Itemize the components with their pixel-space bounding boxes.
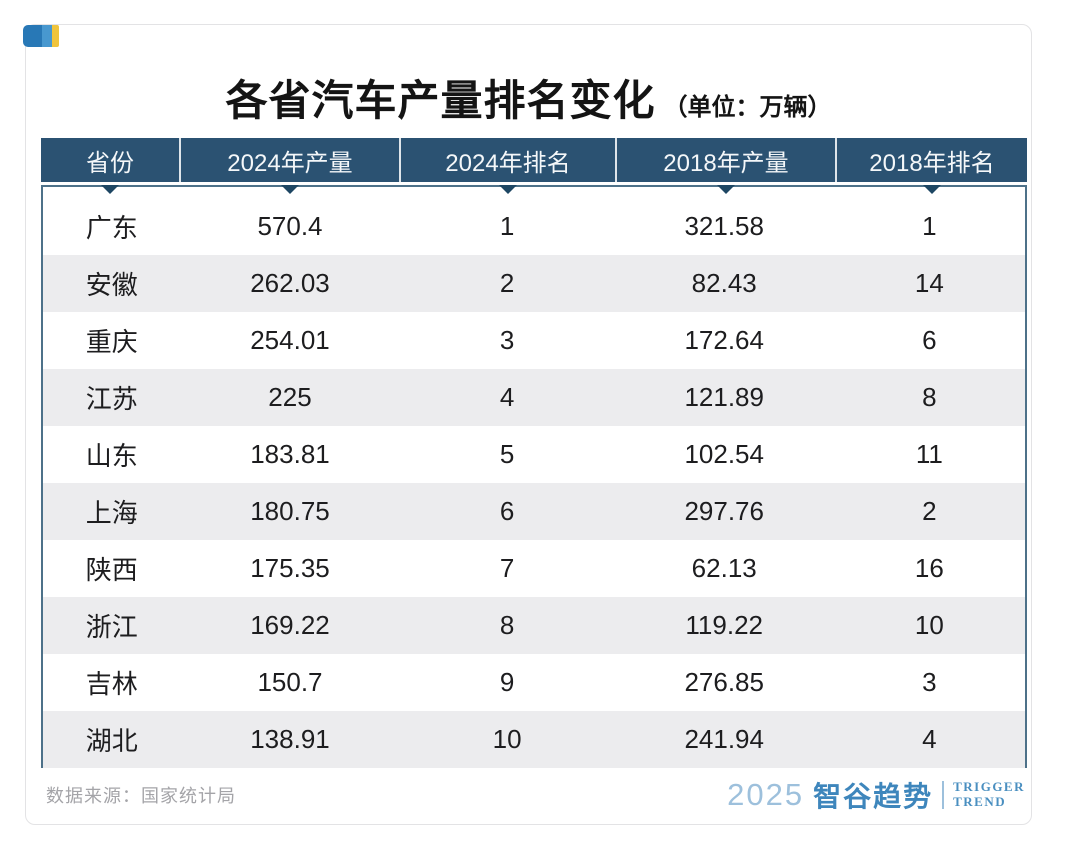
- table-cell: 上海: [85, 498, 138, 528]
- table-cell: 183.81: [250, 439, 330, 469]
- column-header-2: 2024年产量: [179, 138, 399, 182]
- table-cell: 1: [922, 211, 937, 241]
- table-cell: 10: [492, 724, 522, 754]
- table-cell: 6: [499, 496, 515, 526]
- table-header: 省份 2024年产量 2024年排名 2018年产量 2018年排名: [41, 138, 1027, 182]
- table-cell: 2: [499, 268, 515, 298]
- table-cell: 225: [268, 382, 312, 412]
- page-title: 各省汽车产量排名变化 （单位：万辆）: [26, 67, 1031, 128]
- table-cell: 180.75: [250, 496, 330, 526]
- infographic-card: 各省汽车产量排名变化 （单位：万辆） 省份 2024年产量 2024年排名 2018年…: [23, 24, 1032, 825]
- table-cell: 陕西: [85, 555, 138, 585]
- table-cell: 7: [499, 553, 515, 583]
- table-cell: 119.22: [685, 610, 763, 640]
- table-cell: 10: [914, 610, 944, 640]
- table-cell: 321.58: [684, 211, 764, 241]
- table-cell: 浙江: [85, 612, 138, 642]
- table-cell: 山东: [85, 441, 138, 471]
- table-cell: 8: [499, 610, 515, 640]
- table-cell: 82.43: [691, 268, 757, 298]
- table-cell: 1: [499, 211, 515, 241]
- column-header-5: 2018年排名: [835, 138, 1027, 182]
- column-header-1: 省份: [41, 138, 179, 182]
- table-cell: 3: [922, 667, 937, 697]
- table-cell: 4: [922, 724, 937, 754]
- table-cell: 安徽: [85, 270, 138, 300]
- table-cell: 121.89: [684, 382, 764, 412]
- table-cell: 14: [914, 268, 944, 298]
- table-cell: 重庆: [85, 327, 138, 357]
- table-row: 安徽 262.03 2 82.43 14: [43, 255, 1025, 312]
- table-cell: 16: [914, 553, 944, 583]
- table-row: 重庆 254.01 3 172.64 6: [43, 312, 1025, 369]
- table-body: 广东 570.4 1 321.58 1 安徽 262.03 2 82.43 14 重庆 254.01 3…: [41, 185, 1027, 768]
- table-cell: 570.4: [257, 211, 323, 241]
- logo-en-line2: TREND: [953, 794, 1007, 809]
- table-cell: 9: [499, 667, 515, 697]
- table-row: 广东 570.4 1 321.58 1: [43, 198, 1025, 255]
- title-unit-note: （单位：万辆）: [663, 94, 832, 121]
- table-cell: 4: [499, 382, 515, 412]
- brand-chip-icon: [23, 25, 59, 47]
- chip-yellow-block: [52, 25, 59, 47]
- card-footer: 数据来源：国家统计局 2025 智谷趋势 TRIGGER TREND: [46, 772, 1027, 818]
- table-cell: 广东: [85, 213, 138, 243]
- table-cell: 241.94: [684, 724, 764, 754]
- table-cell: 102.54: [684, 439, 764, 469]
- table-cell: 138.91: [250, 724, 330, 754]
- chip-blue-dark-block: [23, 25, 42, 47]
- table-cell: 6: [922, 325, 937, 355]
- logo-brand-name-cn: 智谷趋势: [813, 781, 934, 812]
- table-cell: 276.85: [684, 667, 764, 697]
- chip-blue-light-block: [42, 25, 52, 47]
- table-cell: 254.01: [250, 325, 330, 355]
- table-cell: 172.64: [684, 325, 764, 355]
- brand-logo: 2025 智谷趋势 TRIGGER TREND: [727, 775, 1027, 815]
- logo-brand-name-en: TRIGGER TREND: [953, 779, 1025, 810]
- table-row: 山东 183.81 5 102.54 11: [43, 426, 1025, 483]
- table-cell: 湖北: [85, 726, 138, 756]
- table-cell: 江苏: [85, 384, 138, 414]
- table-row: 浙江 169.22 8 119.22 10: [43, 597, 1025, 654]
- table-cell: 2: [922, 496, 937, 526]
- logo-en-line1: TRIGGER: [953, 779, 1025, 795]
- column-header-4: 2018年产量: [615, 138, 835, 182]
- table-cell: 262.03: [250, 268, 330, 298]
- table-cell: 8: [922, 382, 937, 412]
- table-cell: 11: [915, 439, 943, 469]
- logo-year: 2025: [727, 777, 805, 812]
- table-row: 湖北 138.91 10 241.94 4: [43, 711, 1025, 768]
- table-row: 吉林 150.7 9 276.85 3: [43, 654, 1025, 711]
- table-cell: 62.13: [691, 553, 757, 583]
- table-cell: 3: [499, 325, 515, 355]
- data-source-note: 数据来源：国家统计局: [46, 786, 236, 806]
- table-cell: 297.76: [684, 496, 764, 526]
- table-cell: 175.35: [250, 553, 330, 583]
- table-cell: 吉林: [85, 669, 138, 699]
- table-cell: 150.7: [257, 667, 323, 697]
- title-text: 各省汽车产量排名变化: [225, 77, 656, 124]
- table-cell: 169.22: [250, 610, 330, 640]
- table-row: 陕西 175.35 7 62.13 16: [43, 540, 1025, 597]
- table-row: 江苏 225 4 121.89 8: [43, 369, 1025, 426]
- column-header-3: 2024年排名: [399, 138, 615, 182]
- table-cell: 5: [499, 439, 515, 469]
- table-row: 上海 180.75 6 297.76 2: [43, 483, 1025, 540]
- logo-divider: [942, 781, 945, 809]
